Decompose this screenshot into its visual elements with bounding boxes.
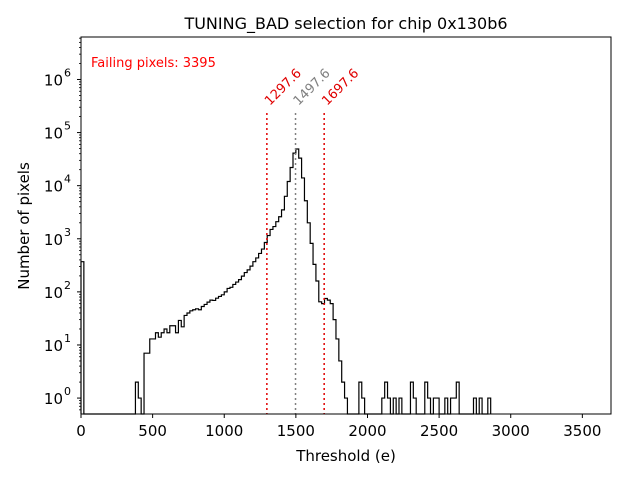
y-tick-exp-5: 5 [64, 120, 71, 133]
x-tick-label-3: 1500 [277, 422, 315, 440]
x-tick-label-4: 2000 [348, 422, 386, 440]
x-tick-label-5: 2500 [420, 422, 458, 440]
failing-pixels-annotation: Failing pixels: 3395 [91, 56, 216, 71]
y-tick-label-1: 10 [44, 337, 63, 355]
y-axis-label: Number of pixels [15, 162, 33, 290]
x-axis-label: Threshold (e) [295, 447, 396, 465]
y-tick-exp-4: 4 [64, 173, 71, 186]
plot-frame [80, 36, 612, 415]
x-tick-label-7: 3500 [563, 422, 601, 440]
y-tick-label-5: 10 [44, 125, 63, 143]
y-tick-label-0: 10 [44, 390, 63, 408]
y-tick-exp-1: 1 [64, 332, 71, 345]
x-tick-label-0: 0 [76, 422, 86, 440]
x-tick-label-1: 500 [138, 422, 167, 440]
chart-title: TUNING_BAD selection for chip 0x130b6 [183, 14, 507, 34]
x-tick-label-2: 1000 [205, 422, 243, 440]
x-tick-label-6: 3000 [492, 422, 530, 440]
y-tick-label-3: 10 [44, 231, 63, 249]
y-tick-exp-3: 3 [64, 226, 71, 239]
y-tick-exp-0: 0 [64, 385, 71, 398]
y-tick-exp-6: 6 [64, 66, 71, 79]
y-tick-exp-2: 2 [64, 279, 71, 292]
y-tick-label-6: 10 [44, 71, 63, 89]
y-tick-label-2: 10 [44, 284, 63, 302]
y-tick-label-4: 10 [44, 178, 63, 196]
